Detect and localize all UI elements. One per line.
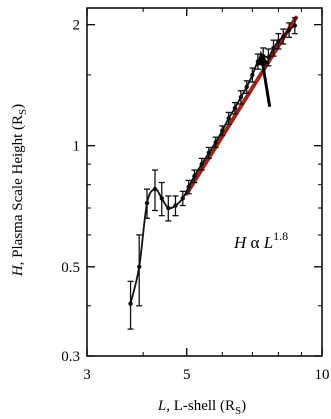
annotation-var: L bbox=[259, 233, 273, 252]
data-point bbox=[276, 38, 281, 44]
data-point bbox=[266, 54, 271, 60]
y-tick-label: 1 bbox=[73, 139, 81, 155]
y-axis-label: H, Plasma Scale Height (RS) bbox=[10, 104, 29, 277]
annotation-alpha: α bbox=[251, 233, 260, 252]
axis-ticks: 3 5 10 0.3 0.5 1 2 bbox=[61, 8, 330, 383]
x-tick-label: 3 bbox=[83, 367, 91, 383]
data-point bbox=[128, 301, 133, 306]
data-point bbox=[250, 72, 255, 78]
fit-annotation: H α L1.8 bbox=[233, 229, 288, 252]
series-line bbox=[129, 24, 296, 304]
plot-frame bbox=[86, 7, 323, 357]
plot-axes bbox=[86, 7, 323, 357]
data-point bbox=[226, 116, 231, 121]
data-point bbox=[292, 23, 298, 28]
y-axis-label-text: , Plasma Scale Height (R bbox=[10, 115, 26, 265]
y-tick-label: 2 bbox=[73, 18, 81, 34]
data-point bbox=[220, 128, 225, 133]
y-axis-label-var: H bbox=[10, 264, 26, 277]
x-tick-label: 5 bbox=[183, 367, 191, 383]
annotation-sup: 1.8 bbox=[273, 229, 288, 243]
x-axis-label: L, L-shell (RS) bbox=[157, 398, 246, 417]
data-point bbox=[281, 34, 286, 39]
power-law-fit bbox=[184, 15, 298, 196]
data-point bbox=[244, 84, 249, 90]
x-tick-label: 10 bbox=[315, 367, 330, 383]
x-axis-label-close: ) bbox=[241, 398, 246, 414]
data-point bbox=[186, 184, 191, 190]
annotation-layer bbox=[256, 50, 272, 107]
data-point bbox=[232, 105, 238, 111]
x-axis-label-sub: S bbox=[235, 405, 241, 417]
y-axis-label-sub: S bbox=[17, 109, 29, 115]
data-point bbox=[286, 27, 292, 33]
data-point bbox=[238, 95, 244, 100]
data-series bbox=[127, 17, 298, 330]
data-point bbox=[173, 203, 178, 208]
data-point bbox=[213, 140, 218, 145]
data-point bbox=[159, 196, 164, 201]
x-axis-label-text: , L-shell (R bbox=[166, 398, 235, 414]
data-point bbox=[166, 205, 171, 211]
data-point bbox=[206, 150, 212, 156]
data-point bbox=[271, 45, 276, 51]
data-point bbox=[192, 173, 197, 179]
annotation-pre: H bbox=[233, 233, 251, 252]
data-point bbox=[144, 200, 150, 206]
error-bar bbox=[136, 234, 143, 307]
data-point bbox=[152, 186, 158, 192]
y-tick-label: 0.3 bbox=[61, 349, 80, 365]
data-point bbox=[137, 264, 142, 269]
data-point bbox=[199, 161, 204, 167]
x-axis-label-var: L bbox=[157, 398, 166, 414]
annotation-arrow-shaft bbox=[261, 64, 272, 107]
y-tick-label: 0.5 bbox=[61, 260, 80, 276]
annotation-arrow-head bbox=[256, 50, 269, 66]
data-point bbox=[180, 196, 185, 201]
fit-line bbox=[184, 15, 298, 196]
y-axis-label-close: ) bbox=[10, 104, 26, 109]
